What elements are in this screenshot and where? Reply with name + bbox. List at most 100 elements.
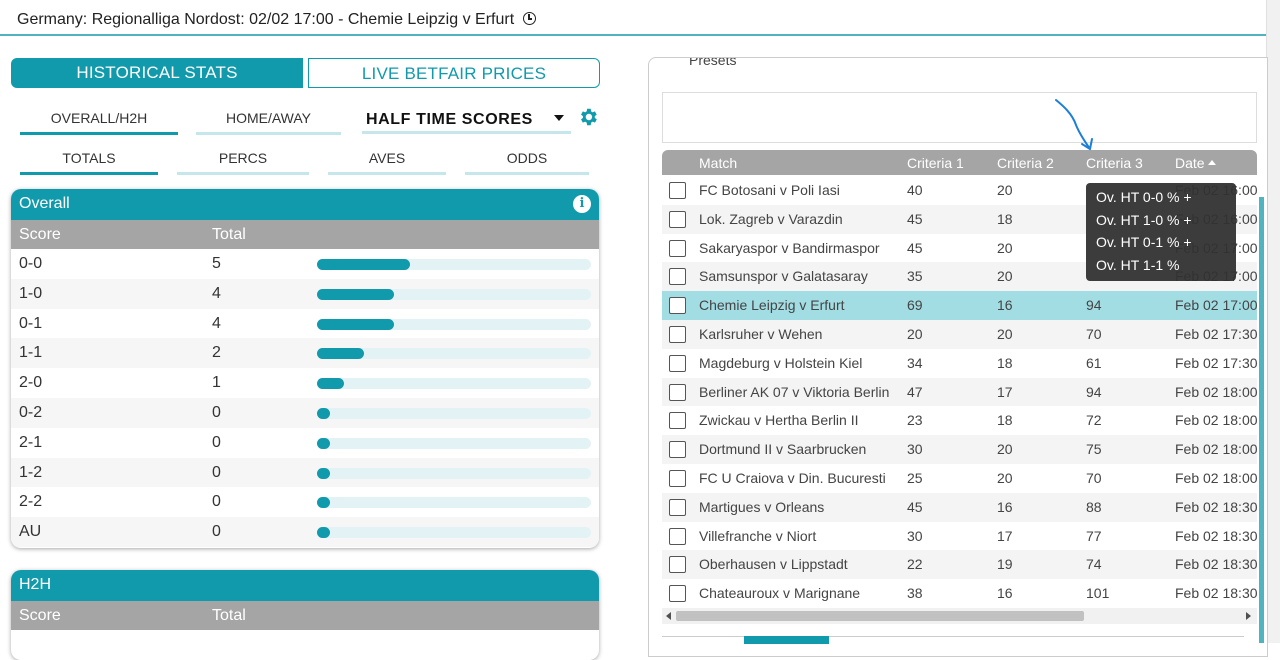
sort-asc-icon (1207, 160, 1216, 165)
total-cell: 5 (212, 255, 221, 272)
row-checkbox[interactable] (669, 585, 686, 603)
col-match[interactable]: Match (699, 155, 738, 171)
tab-live-betfair-prices[interactable]: LIVE BETFAIR PRICES (308, 58, 600, 88)
criteria-2-cell: 16 (997, 297, 1013, 314)
preset-text-area[interactable] (662, 92, 1257, 143)
scroll-right-icon[interactable] (1246, 612, 1251, 620)
match-cell: FC U Craiova v Din. Bucuresti (699, 469, 886, 486)
row-checkbox[interactable] (669, 556, 686, 574)
criteria-2-cell: 20 (997, 441, 1013, 458)
criteria-3-cell: 77 (1086, 527, 1102, 544)
score-row: 0-2 0 (11, 397, 599, 428)
criteria-1-cell: 23 (907, 412, 923, 429)
tab-odds[interactable]: ODDS (465, 150, 589, 175)
row-checkbox[interactable] (669, 441, 686, 459)
table-row[interactable]: Berliner AK 07 v Viktoria Berlin 47 17 94 Fe… (662, 377, 1257, 407)
date-cell: Feb 02 17:30 (1175, 354, 1257, 371)
table-row[interactable]: Magdeburg v Holstein Kiel 34 18 61 Feb 02 17… (662, 349, 1257, 378)
tab-percs[interactable]: PERCS (177, 150, 309, 175)
date-cell: Feb 02 18:30 (1175, 556, 1257, 573)
score-cell: 1-1 (19, 344, 43, 362)
table-row[interactable]: Oberhausen v Lippstadt 22 19 74 Feb 02 18:30 (662, 550, 1257, 580)
pager-active-tab[interactable] (744, 636, 829, 644)
scroll-left-icon[interactable] (666, 612, 671, 620)
criteria-3-cell: 88 (1086, 498, 1102, 515)
match-cell: FC Botosani v Poli Iasi (699, 182, 840, 198)
tab-home-away[interactable]: HOME/AWAY (196, 110, 341, 135)
row-checkbox[interactable] (669, 210, 686, 228)
tooltip-line: Ov. HT 1-0 % + (1096, 211, 1192, 228)
row-checkbox[interactable] (669, 498, 686, 516)
total-column-header: Total (212, 226, 246, 243)
table-row[interactable]: FC U Craiova v Din. Bucuresti 25 20 70 Feb 0… (662, 464, 1257, 493)
table-row[interactable]: Karlsruher v Wehen 20 20 70 Feb 02 17:30 (662, 319, 1257, 349)
row-checkbox[interactable] (669, 527, 686, 545)
total-bar-track (317, 467, 591, 479)
table-row[interactable]: Zwickau v Hertha Berlin II 23 18 72 Feb 02 1… (662, 406, 1257, 435)
criteria-2-cell: 18 (997, 354, 1013, 371)
total-bar-track (317, 288, 591, 300)
criteria-3-cell: 101 (1086, 585, 1110, 602)
total-bar-fill (317, 467, 330, 479)
gear-icon[interactable] (577, 106, 599, 128)
score-cell: 0-1 (19, 314, 43, 332)
criteria-2-cell: 16 (997, 498, 1013, 515)
col-criteria-2[interactable]: Criteria 2 (997, 155, 1054, 171)
match-cell: Chateauroux v Marignane (699, 585, 861, 602)
score-cell: 2-2 (19, 493, 43, 511)
criteria-2-cell: 16 (997, 585, 1013, 602)
tab-aves[interactable]: AVES (328, 150, 446, 175)
score-row: 2-1 0 (11, 428, 599, 458)
row-checkbox[interactable] (669, 297, 686, 315)
criteria-2-cell: 20 (997, 239, 1013, 256)
match-cell: Zwickau v Hertha Berlin II (699, 412, 859, 429)
tab-totals[interactable]: TOTALS (20, 150, 158, 175)
criteria-2-cell: 19 (997, 556, 1013, 573)
score-cell: AU (19, 523, 42, 541)
row-checkbox[interactable] (669, 239, 686, 257)
table-horizontal-scrollbar[interactable] (662, 608, 1257, 624)
table-row[interactable]: Chateauroux v Marignane 38 16 101 Feb 02 18:… (662, 579, 1257, 608)
row-checkbox[interactable] (669, 412, 686, 430)
stat-type-dropdown[interactable]: HALF TIME SCORES (362, 104, 571, 134)
criteria-3-cell: 72 (1086, 412, 1102, 429)
info-icon[interactable]: i (573, 195, 591, 213)
date-cell: Feb 02 18:00 (1175, 412, 1257, 429)
table-row[interactable]: Villefranche v Niort 30 17 77 Feb 02 18:30 (662, 522, 1257, 551)
date-cell: Feb 02 18:30 (1175, 498, 1257, 515)
scrollbar-thumb[interactable] (676, 611, 1084, 621)
total-bar-track (317, 378, 591, 390)
col-criteria-3[interactable]: Criteria 3 (1086, 155, 1143, 171)
col-criteria-1[interactable]: Criteria 1 (907, 155, 964, 171)
col-date[interactable]: Date (1175, 155, 1216, 171)
panel-vertical-scrollbar[interactable] (1259, 197, 1264, 643)
tab-overall-h2h[interactable]: OVERALL/H2H (20, 110, 178, 135)
score-row: 1-0 4 (11, 278, 599, 309)
overall-panel-header: Overall i (11, 189, 599, 220)
row-checkbox[interactable] (669, 325, 686, 343)
total-bar-fill (317, 527, 330, 539)
row-checkbox[interactable] (669, 268, 686, 286)
table-row[interactable]: Martigues v Orleans 45 16 88 Feb 02 18:30 (662, 492, 1257, 522)
score-cell: 2-1 (19, 433, 43, 451)
criteria-3-cell: 94 (1086, 383, 1102, 400)
criteria-2-cell: 17 (997, 527, 1013, 544)
row-checkbox[interactable] (669, 354, 686, 372)
score-row: 1-2 0 (11, 457, 599, 488)
overall-title: Overall (19, 195, 70, 212)
row-checkbox[interactable] (669, 383, 686, 401)
total-bar-fill (317, 288, 394, 300)
row-checkbox[interactable] (669, 469, 686, 487)
date-cell: Feb 02 17:30 (1175, 325, 1257, 342)
table-row[interactable]: Dortmund II v Saarbrucken 30 20 75 Feb 02 18… (662, 435, 1257, 464)
tooltip-line: Ov. HT 0-1 % + (1096, 234, 1192, 250)
criteria-1-cell: 20 (907, 325, 923, 342)
table-row[interactable]: Chemie Leipzig v Erfurt 69 16 94 Feb 02 17:0… (662, 291, 1257, 320)
presets-label[interactable]: Presets (689, 58, 737, 68)
row-checkbox[interactable] (669, 182, 686, 199)
criteria-2-cell: 18 (997, 412, 1013, 429)
page-scrollbar[interactable] (1266, 0, 1280, 643)
tab-historical-stats[interactable]: HISTORICAL STATS (11, 58, 303, 88)
total-bar-fill (317, 259, 411, 270)
total-cell: 4 (212, 284, 221, 302)
